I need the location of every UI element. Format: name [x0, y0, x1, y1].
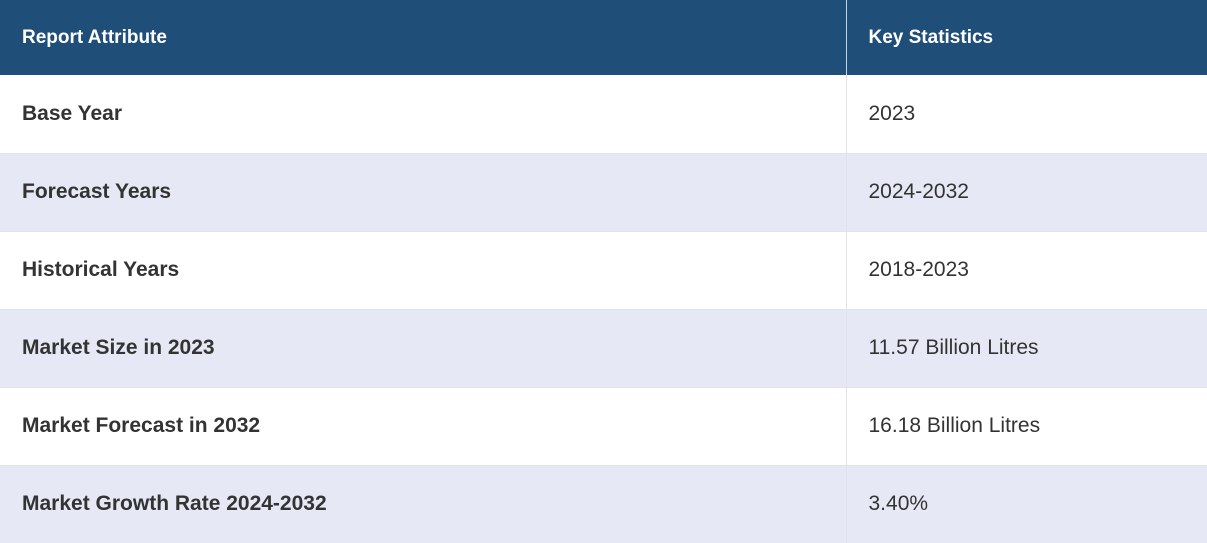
row-value-cell: 11.57 Billion Litres	[845, 309, 1207, 388]
table-header: Report Attribute Key Statistics	[0, 0, 1207, 75]
table-row: Base Year 2023	[0, 75, 1207, 154]
table-row: Forecast Years 2024-2032	[0, 153, 1207, 232]
row-attribute-cell: Market Growth Rate 2024-2032	[0, 465, 846, 543]
table-row: Market Growth Rate 2024-2032 3.40%	[0, 465, 1207, 543]
table-body: Base Year 2023 Forecast Years 2024-2032 …	[0, 75, 1207, 543]
row-value-cell: 2018-2023	[845, 231, 1207, 310]
row-attribute-cell: Base Year	[0, 75, 846, 154]
column-header-report-attribute: Report Attribute	[0, 0, 846, 75]
row-value-cell: 16.18 Billion Litres	[845, 387, 1207, 466]
table-row: Market Forecast in 2032 16.18 Billion Li…	[0, 387, 1207, 466]
row-attribute-cell: Market Size in 2023	[0, 309, 846, 388]
row-value-cell: 3.40%	[845, 465, 1207, 543]
row-attribute-cell: Forecast Years	[0, 153, 846, 232]
row-attribute-cell: Historical Years	[0, 231, 846, 310]
row-value-cell: 2024-2032	[845, 153, 1207, 232]
header-row: Report Attribute Key Statistics	[0, 0, 1207, 75]
column-header-key-statistics: Key Statistics	[845, 0, 1207, 75]
table-row: Historical Years 2018-2023	[0, 231, 1207, 310]
table-row: Market Size in 2023 11.57 Billion Litres	[0, 309, 1207, 388]
row-attribute-cell: Market Forecast in 2032	[0, 387, 846, 466]
row-value-cell: 2023	[845, 75, 1207, 154]
